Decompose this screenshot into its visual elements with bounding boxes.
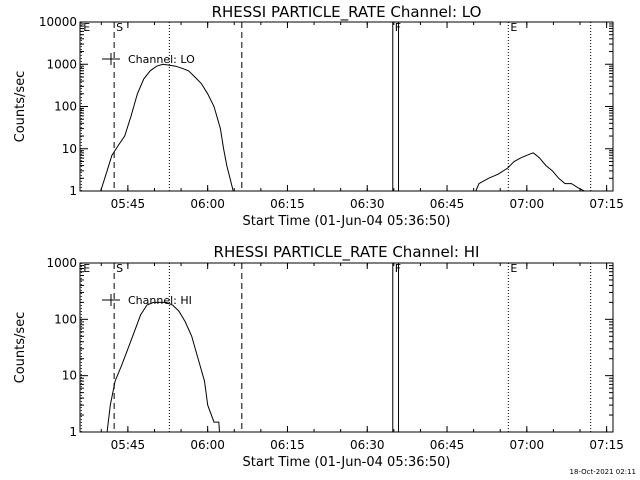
x-tick-label: 06:30 xyxy=(350,197,385,211)
legend-label: Channel: LO xyxy=(128,53,195,66)
event-marker-label: E xyxy=(510,262,517,275)
x-tick-label: 06:45 xyxy=(430,438,465,452)
x-tick-label: 07:15 xyxy=(589,438,624,452)
plot-frame xyxy=(79,262,614,433)
y-tick-label: 1 xyxy=(69,184,77,198)
legend-label: Channel: HI xyxy=(128,294,192,307)
event-marker-label: E xyxy=(83,21,90,34)
x-tick-label: 05:45 xyxy=(111,438,146,452)
x-tick-label: 06:45 xyxy=(430,197,465,211)
y-tick-label: 1000 xyxy=(46,256,77,270)
x-tick-label: 07:00 xyxy=(510,197,545,211)
event-marker-label: F xyxy=(395,21,401,34)
y-tick-label: 100 xyxy=(54,100,77,114)
x-tick-label: 07:00 xyxy=(510,438,545,452)
x-tick-label: 06:15 xyxy=(270,438,305,452)
chart-title: RHESSI PARTICLE_RATE Channel: LO xyxy=(212,3,482,22)
series-line xyxy=(100,63,235,192)
y-axis-label: Counts/sec xyxy=(13,312,28,384)
y-tick-label: 10000 xyxy=(39,15,77,29)
y-tick-label: 1000 xyxy=(46,57,77,71)
x-tick-label: 07:15 xyxy=(589,197,624,211)
y-tick-label: 100 xyxy=(54,312,77,326)
y-tick-label: 10 xyxy=(62,369,77,383)
x-tick-label: 06:30 xyxy=(350,438,385,452)
y-tick-label: 10 xyxy=(62,142,77,156)
x-axis-label: Start Time (01-Jun-04 05:36:50) xyxy=(243,455,451,470)
event-marker-label: S xyxy=(116,21,123,34)
event-marker-label: E xyxy=(83,262,90,275)
x-tick-label: 06:00 xyxy=(190,438,225,452)
x-tick-label: 06:15 xyxy=(270,197,305,211)
y-tick-label: 1 xyxy=(69,425,77,439)
footer-timestamp: 18-Oct-2021 02:11 xyxy=(570,468,636,476)
chart-title: RHESSI PARTICLE_RATE Channel: HI xyxy=(214,243,480,262)
plot-frame xyxy=(79,21,614,192)
series-line xyxy=(106,301,220,433)
event-marker-label: E xyxy=(510,21,517,34)
x-tick-label: 05:45 xyxy=(111,197,146,211)
panel-hi: RHESSI PARTICLE_RATE Channel: HI 05:45 06:… xyxy=(13,243,624,470)
y-axis-label: Counts/sec xyxy=(13,71,28,143)
series-line xyxy=(475,152,585,192)
event-marker-label: S xyxy=(116,262,123,275)
x-axis-label: Start Time (01-Jun-04 05:36:50) xyxy=(243,214,451,229)
x-tick-label: 06:00 xyxy=(190,197,225,211)
event-marker-label: F xyxy=(395,262,401,275)
panel-lo: RHESSI PARTICLE_RATE Channel: LO 05:45 06:… xyxy=(13,3,624,229)
